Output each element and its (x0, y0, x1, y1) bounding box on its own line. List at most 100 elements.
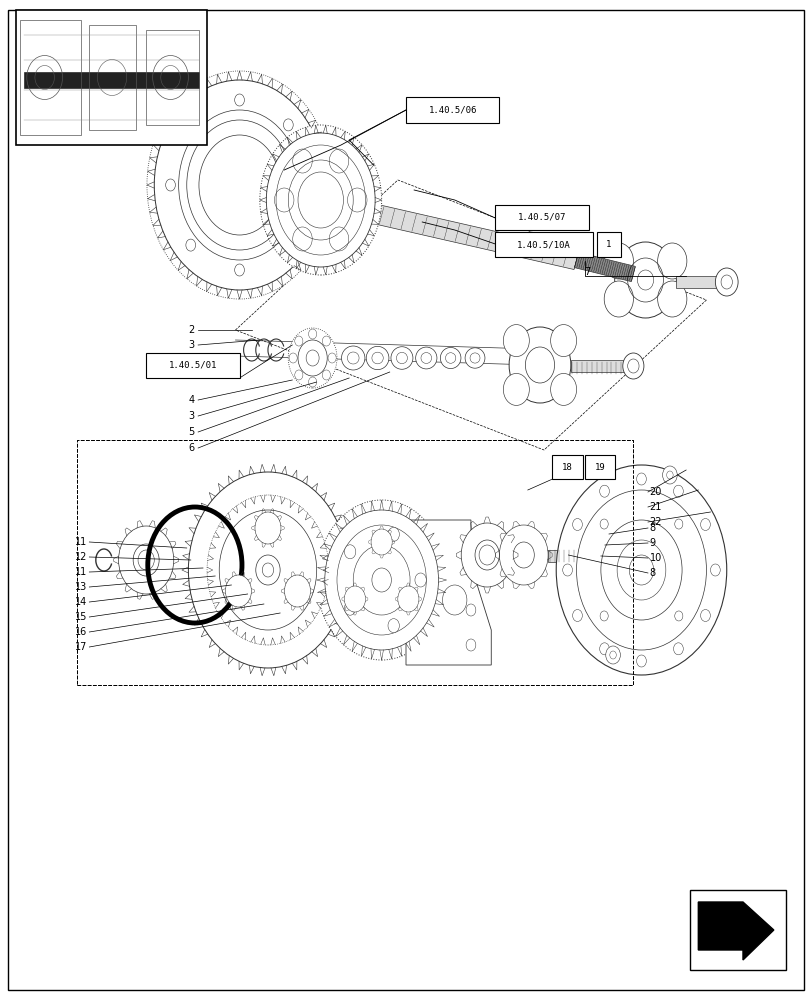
Circle shape (556, 465, 726, 675)
Circle shape (550, 373, 576, 405)
Circle shape (266, 133, 375, 267)
Circle shape (388, 527, 399, 541)
Circle shape (700, 610, 710, 622)
Bar (495, 232, 592, 257)
Ellipse shape (366, 346, 388, 370)
Ellipse shape (341, 346, 364, 370)
Text: 20: 20 (649, 487, 661, 497)
Circle shape (710, 564, 719, 576)
Circle shape (303, 179, 313, 191)
Text: 13: 13 (75, 582, 88, 592)
Bar (676, 276, 724, 288)
Circle shape (603, 243, 633, 279)
Circle shape (636, 655, 646, 667)
Ellipse shape (347, 352, 358, 364)
Circle shape (572, 609, 581, 621)
Circle shape (461, 523, 513, 587)
Ellipse shape (594, 548, 611, 564)
Polygon shape (697, 902, 773, 960)
Text: 19: 19 (594, 462, 605, 472)
Text: 7: 7 (584, 267, 590, 277)
Ellipse shape (390, 347, 413, 369)
Bar (584, 455, 615, 479)
Circle shape (154, 80, 324, 290)
Circle shape (599, 485, 608, 497)
Bar (689, 890, 785, 970)
Circle shape (344, 586, 365, 612)
Circle shape (225, 575, 251, 607)
Circle shape (657, 243, 686, 279)
Ellipse shape (465, 348, 484, 368)
Text: 6: 6 (188, 443, 195, 453)
Circle shape (622, 353, 643, 379)
Text: 18: 18 (561, 462, 573, 472)
Circle shape (466, 534, 475, 546)
Circle shape (674, 519, 682, 529)
Text: 22: 22 (649, 517, 661, 527)
Text: 16: 16 (75, 627, 88, 637)
Bar (146, 30, 199, 125)
Text: 12: 12 (75, 552, 88, 562)
Text: 5: 5 (188, 427, 195, 437)
Text: 15: 15 (75, 612, 88, 622)
Ellipse shape (470, 353, 479, 363)
Circle shape (700, 518, 710, 530)
Circle shape (662, 466, 676, 484)
Circle shape (260, 125, 381, 275)
Circle shape (442, 585, 466, 615)
Circle shape (255, 512, 281, 544)
Circle shape (605, 646, 620, 664)
Text: 21: 21 (649, 502, 661, 512)
Circle shape (234, 94, 244, 106)
Ellipse shape (617, 550, 629, 562)
Bar (547, 550, 600, 562)
Text: 4: 4 (188, 395, 195, 405)
Ellipse shape (445, 353, 455, 363)
Circle shape (599, 643, 608, 655)
Polygon shape (574, 252, 634, 282)
Circle shape (599, 519, 607, 529)
Text: 3: 3 (188, 411, 195, 421)
Circle shape (414, 573, 426, 587)
Circle shape (324, 510, 438, 650)
Circle shape (344, 601, 355, 615)
Circle shape (503, 373, 529, 405)
Circle shape (147, 71, 332, 299)
Text: 1.40.5/01: 1.40.5/01 (169, 361, 217, 370)
Bar (570, 360, 631, 372)
Text: 1.40.5/06: 1.40.5/06 (428, 105, 476, 114)
Circle shape (288, 328, 337, 388)
Text: 8: 8 (649, 523, 655, 533)
Circle shape (673, 485, 682, 497)
Circle shape (466, 604, 475, 616)
Circle shape (503, 325, 529, 357)
Text: 9: 9 (649, 538, 655, 548)
Bar (77, 440, 633, 685)
Circle shape (714, 268, 737, 296)
Ellipse shape (415, 347, 436, 369)
Circle shape (186, 119, 195, 131)
Text: 1.40.5/10A: 1.40.5/10A (517, 240, 570, 249)
Bar (77, 440, 633, 685)
Text: 10: 10 (649, 553, 661, 563)
Circle shape (188, 472, 347, 668)
Text: 17: 17 (75, 642, 88, 652)
Circle shape (219, 510, 316, 630)
Text: 2: 2 (188, 325, 195, 335)
Circle shape (207, 495, 328, 645)
Circle shape (298, 340, 327, 376)
Circle shape (508, 327, 570, 403)
Bar (24, 72, 199, 88)
Circle shape (616, 540, 665, 600)
Circle shape (576, 490, 706, 650)
Bar (596, 232, 620, 257)
Ellipse shape (607, 550, 620, 562)
Text: 1.40.5/07: 1.40.5/07 (517, 213, 565, 222)
Circle shape (371, 529, 392, 555)
Circle shape (636, 473, 646, 485)
Text: 14: 14 (75, 597, 88, 607)
Circle shape (118, 526, 174, 594)
Circle shape (165, 179, 175, 191)
Circle shape (599, 611, 607, 621)
Circle shape (466, 639, 475, 651)
